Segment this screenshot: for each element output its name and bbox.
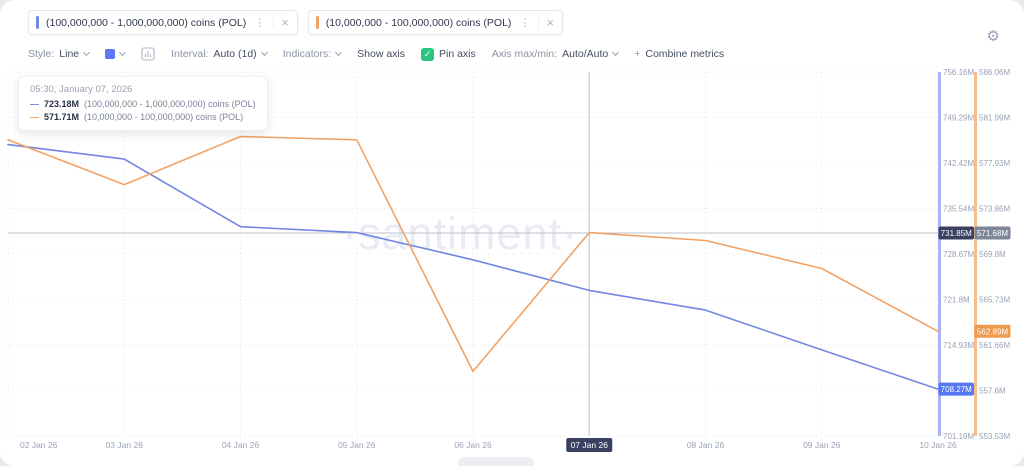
metric-tab-label: (10,000,000 - 100,000,000) coins (POL) bbox=[325, 16, 512, 29]
series-line-1 bbox=[7, 135, 939, 373]
y-axis-tick-right: 553.53M bbox=[979, 432, 1010, 441]
y-axis-tick-right: 569.8M bbox=[979, 250, 1006, 259]
tooltip-value: 723.18M bbox=[44, 99, 80, 109]
x-axis-tick: 05 Jan 26 bbox=[338, 440, 376, 450]
close-icon[interactable]: × bbox=[281, 15, 289, 30]
chevron-down-icon bbox=[612, 48, 620, 57]
x-axis-tick: 10 Jan 26 bbox=[919, 440, 957, 450]
tooltip-row: — 723.18M (100,000,000 - 1,000,000,000) … bbox=[30, 99, 256, 109]
metric-menu-icon[interactable]: ⋮ bbox=[254, 17, 266, 29]
y-axis-tick-right: 581.99M bbox=[979, 114, 1010, 123]
x-axis-tick: 06 Jan 26 bbox=[454, 440, 492, 450]
crosshair-right-axis-badge: 571.68M bbox=[977, 229, 1008, 238]
chevron-down-icon bbox=[260, 48, 268, 57]
y-axis-tick-left: 728.67M bbox=[943, 250, 974, 259]
chart-toolbar: Style: Line Interval: Auto (1d) Indicato… bbox=[28, 47, 724, 61]
x-axis-tick: 09 Jan 26 bbox=[803, 440, 841, 450]
show-axis-label: Show axis bbox=[357, 48, 405, 60]
x-axis-active-label: 07 Jan 26 bbox=[571, 440, 609, 450]
last-value-badge-left-bg bbox=[938, 382, 974, 396]
chevron-down-icon bbox=[83, 48, 91, 57]
x-axis-tick: 03 Jan 26 bbox=[106, 440, 144, 450]
pin-axis-label: Pin axis bbox=[439, 48, 476, 60]
santiment-watermark: ·santiment· bbox=[342, 208, 579, 259]
show-axis-button[interactable]: Show axis bbox=[357, 48, 405, 60]
tooltip-row: — 571.71M (10,000,000 - 100,000,000) coi… bbox=[30, 112, 256, 122]
metric-tab-label: (100,000,000 - 1,000,000,000) coins (POL… bbox=[46, 16, 247, 29]
combine-metrics-label: Combine metrics bbox=[645, 48, 725, 60]
last-value-badge-right-bg bbox=[974, 324, 1011, 338]
color-swatch[interactable] bbox=[105, 49, 116, 59]
chevron-down-icon bbox=[119, 48, 127, 57]
indicators-label: Indicators: bbox=[282, 48, 332, 60]
y-axis-tick-right: 561.66M bbox=[979, 341, 1010, 350]
chart-tooltip: 05:30, January 07, 2026 — 723.18M (100,0… bbox=[18, 76, 268, 131]
y-axis-tick-left: 701.19M bbox=[943, 432, 974, 441]
axis-maxmin-value: Auto/Auto bbox=[562, 48, 609, 60]
y-axis-tick-right: 577.93M bbox=[979, 159, 1010, 168]
y-axis-tick-right: 565.73M bbox=[979, 296, 1010, 305]
combine-metrics-button[interactable]: + Combine metrics bbox=[634, 48, 724, 60]
x-axis-tick: 02 Jan 26 bbox=[20, 440, 58, 450]
chart-type-icon bbox=[141, 47, 155, 61]
x-axis-tick: 08 Jan 26 bbox=[687, 440, 725, 450]
pin-axis-checkbox[interactable]: ✓ bbox=[421, 47, 434, 61]
axis-maxmin-dropdown[interactable]: Axis max/min: Auto/Auto bbox=[491, 48, 620, 60]
metric-tab-0[interactable]: (100,000,000 - 1,000,000,000) coins (POL… bbox=[28, 10, 298, 35]
chip-divider bbox=[538, 16, 540, 29]
tooltip-dash-1: — bbox=[30, 112, 39, 122]
tooltip-value: 571.71M bbox=[44, 112, 80, 122]
metric-tab-color-1 bbox=[315, 16, 319, 29]
metric-tab-color-0 bbox=[36, 16, 39, 29]
x-axis-tick: 04 Jan 26 bbox=[222, 440, 260, 450]
chart-type-button[interactable] bbox=[141, 47, 155, 61]
y-axis-tick-left: 714.93M bbox=[943, 341, 974, 350]
tooltip-label: (100,000,000 - 1,000,000,000) coins (POL… bbox=[84, 99, 256, 109]
last-value-badge-right: 562.89M bbox=[977, 327, 1008, 336]
y-axis-tick-left: 735.54M bbox=[943, 205, 974, 214]
x-axis-active-badge bbox=[566, 438, 613, 452]
style-dropdown[interactable]: Style: Line bbox=[28, 48, 91, 60]
y-axis-tick-right: 557.6M bbox=[979, 387, 1006, 396]
chevron-down-icon bbox=[335, 48, 343, 57]
style-label: Style: bbox=[28, 48, 55, 60]
y-axis-tick-left: 721.8M bbox=[943, 296, 970, 305]
metric-tab-1[interactable]: (10,000,000 - 100,000,000) coins (POL) ⋮… bbox=[307, 10, 564, 35]
style-value: Line bbox=[59, 48, 80, 60]
metric-menu-icon[interactable]: ⋮ bbox=[519, 17, 531, 29]
indicators-dropdown[interactable]: Indicators: bbox=[282, 48, 343, 60]
crosshair-left-axis-badge: 731.85M bbox=[941, 229, 972, 238]
y-axis-tick-right: 573.86M bbox=[979, 205, 1010, 214]
close-icon[interactable]: × bbox=[546, 15, 555, 30]
interval-value: Auto (1d) bbox=[213, 48, 257, 60]
bottom-overlay bbox=[458, 457, 534, 466]
y-axis-tick-left: 749.29M bbox=[943, 114, 974, 123]
y-axis-tick-left: 742.42M bbox=[943, 159, 974, 168]
chip-divider bbox=[273, 16, 275, 29]
tooltip-dash-0: — bbox=[30, 99, 39, 109]
last-value-badge-left: 708.27M bbox=[941, 385, 972, 394]
plus-icon: + bbox=[634, 48, 641, 60]
series-line-0 bbox=[7, 143, 939, 390]
crosshair-left-axis-badge-bg bbox=[938, 226, 974, 240]
y-axis-tick-left: 756.16M bbox=[943, 68, 974, 77]
pin-axis-toggle[interactable]: ✓ Pin axis bbox=[421, 47, 476, 61]
axis-maxmin-label: Axis max/min: bbox=[491, 48, 558, 60]
interval-label: Interval: bbox=[171, 48, 209, 60]
metric-tabs-row: (100,000,000 - 1,000,000,000) coins (POL… bbox=[28, 10, 564, 35]
settings-icon[interactable]: ⚙ bbox=[986, 28, 1000, 45]
color-swatch-dropdown[interactable] bbox=[105, 48, 127, 59]
interval-dropdown[interactable]: Interval: Auto (1d) bbox=[171, 48, 268, 60]
y-axis-tick-right: 586.06M bbox=[979, 68, 1010, 77]
tooltip-label: (10,000,000 - 100,000,000) coins (POL) bbox=[84, 112, 244, 122]
tooltip-timestamp: 05:30, January 07, 2026 bbox=[30, 84, 133, 95]
crosshair-right-axis-badge-bg bbox=[974, 226, 1011, 240]
